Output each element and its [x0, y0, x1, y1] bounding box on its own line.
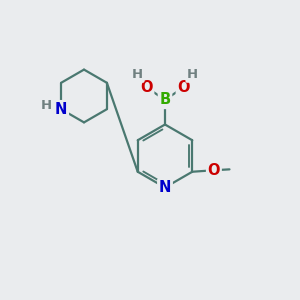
Text: O: O — [177, 80, 190, 95]
Text: N: N — [159, 180, 171, 195]
Text: H: H — [132, 68, 143, 81]
Text: B: B — [159, 92, 171, 107]
Text: H: H — [41, 99, 52, 112]
Text: O: O — [140, 80, 153, 95]
Text: O: O — [208, 163, 220, 178]
Text: H: H — [187, 68, 198, 81]
Text: N: N — [55, 102, 67, 117]
